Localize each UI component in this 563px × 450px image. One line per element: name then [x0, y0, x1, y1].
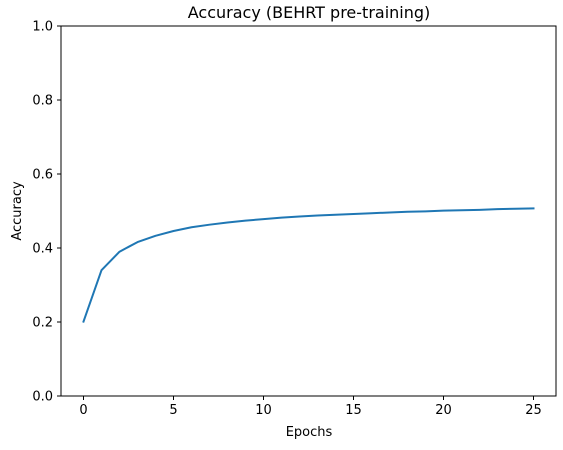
x-tick-label: 5	[169, 403, 177, 418]
plot-frame	[60, 25, 557, 397]
x-tick-label: 0	[79, 403, 87, 418]
x-tick-label: 15	[345, 403, 362, 418]
x-axis-label: Epochs	[286, 425, 333, 440]
y-tick-label: 0.8	[32, 94, 53, 109]
x-tick-label: 10	[255, 403, 272, 418]
x-tick-label: 20	[435, 403, 452, 418]
series-layer	[82, 207, 535, 323]
y-axis-label: Accuracy	[10, 181, 25, 241]
y-tick-label: 0.0	[32, 390, 53, 405]
x-tick-label: 25	[525, 403, 542, 418]
y-axis: 0.0 0.2 0.4 0.6 0.8 1.0	[32, 20, 61, 405]
y-tick-label: 0.6	[32, 168, 53, 183]
y-tick-label: 0.4	[32, 242, 53, 257]
plot-area	[60, 25, 557, 397]
chart-title: Accuracy (BEHRT pre-training)	[188, 3, 431, 22]
y-tick-label: 0.2	[32, 316, 53, 331]
y-tick-label: 1.0	[32, 20, 53, 35]
x-axis: 0 5 10 15 20 25	[79, 396, 542, 418]
accuracy-series-line	[82, 207, 535, 323]
